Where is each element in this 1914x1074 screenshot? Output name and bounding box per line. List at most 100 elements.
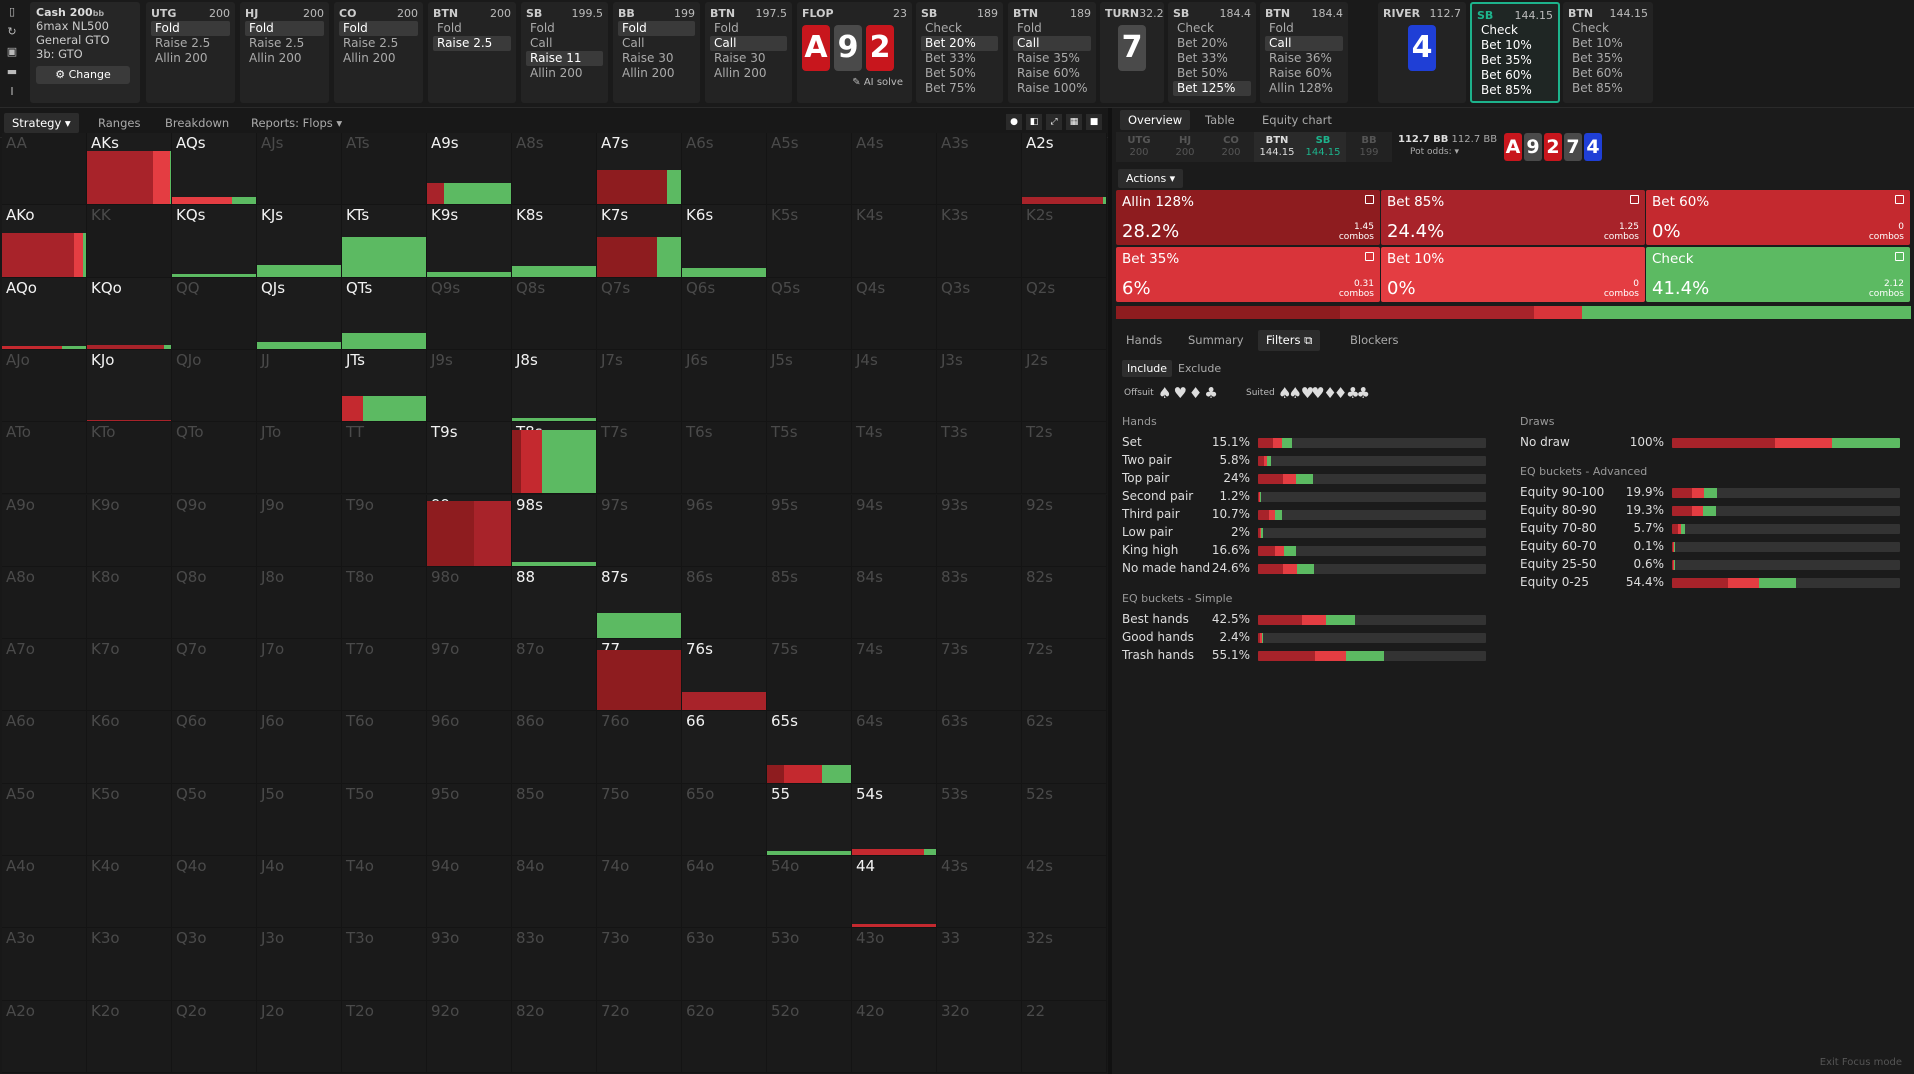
hand-cell[interactable]: 62o	[682, 1000, 767, 1073]
action-option[interactable]: Bet 20%	[921, 36, 998, 51]
hand-cell[interactable]: A4o	[2, 856, 87, 929]
action-column-btn[interactable]: BTN 200 Fold Raise 2.5	[428, 2, 516, 103]
action-option[interactable]: Bet 50%	[925, 66, 976, 80]
action-box[interactable]: Bet 85% 24.4% 1.25 combos	[1381, 190, 1645, 245]
copy-icon[interactable]	[1630, 195, 1639, 204]
action-column-utg[interactable]: UTG 200 Fold Raise 2.5 Allin 200	[146, 2, 235, 103]
hand-cell[interactable]: T5o	[342, 783, 427, 856]
action-option[interactable]: Raise 2.5	[343, 36, 399, 50]
hand-cell[interactable]: J8o	[257, 566, 342, 640]
action-option[interactable]: Check	[925, 21, 962, 35]
action-option[interactable]: Bet 10%	[1481, 38, 1532, 52]
hand-cell[interactable]: K9o	[87, 494, 172, 567]
exit-focus-mode[interactable]: Exit Focus mode	[1819, 1057, 1902, 1068]
spade-pair-icon[interactable]: ♠♠	[1278, 384, 1302, 402]
hand-cell[interactable]: T7o	[342, 639, 427, 712]
hand-cell[interactable]: 87s	[597, 566, 682, 640]
hand-cell[interactable]: 82s	[1022, 566, 1107, 640]
hand-cell[interactable]: Q6o	[172, 711, 257, 784]
hand-cell[interactable]: J8s	[512, 349, 597, 423]
hand-cell[interactable]: QTo	[172, 422, 257, 495]
stat-row[interactable]: Equity 70-80 5.7%	[1520, 520, 1900, 536]
action-option[interactable]: Fold	[1269, 21, 1294, 35]
hand-cell[interactable]: Q7o	[172, 639, 257, 712]
stat-row[interactable]: No draw 100%	[1520, 434, 1900, 450]
street-river[interactable]: RIVER 112.7 4	[1378, 2, 1466, 103]
hand-cell[interactable]: 76o	[597, 711, 682, 784]
tab-hands[interactable]: Hands	[1126, 333, 1163, 347]
globe-icon[interactable]: ●	[1006, 114, 1022, 130]
hand-cell[interactable]: J2o	[257, 1000, 342, 1073]
hand-cell[interactable]: K6o	[87, 711, 172, 784]
action-box[interactable]: Bet 60% 0% 0 combos	[1646, 190, 1910, 245]
hand-cell[interactable]: K5s	[767, 205, 852, 278]
action-option[interactable]: Fold	[151, 21, 230, 36]
hand-cell[interactable]: 52s	[1022, 783, 1107, 856]
hand-cell[interactable]: ATs	[342, 133, 427, 206]
position-chip-sb[interactable]: SB 144.15	[1300, 132, 1346, 162]
diamond-icon[interactable]: ♦	[1188, 384, 1205, 402]
hand-cell[interactable]: A8s	[512, 133, 597, 206]
ai-solve-button[interactable]: ✎ AI solve	[802, 77, 903, 88]
hand-cell[interactable]: K2s	[1022, 205, 1107, 278]
hand-cell[interactable]: K4s	[852, 205, 937, 278]
hand-cell[interactable]: A4s	[852, 133, 937, 206]
action-option[interactable]: Bet 35%	[1481, 53, 1532, 67]
stat-row[interactable]: Equity 25-50 0.6%	[1520, 556, 1900, 572]
hand-cell[interactable]: T8o	[342, 566, 427, 640]
hand-cell[interactable]: KK	[87, 205, 172, 278]
hand-cell[interactable]: A2s	[1022, 133, 1107, 206]
stat-row[interactable]: Good hands 2.4%	[1122, 629, 1486, 645]
action-column-sb[interactable]: SB 184.4 Check Bet 20% Bet 33% Bet 50% Bet 125…	[1168, 2, 1256, 103]
hand-cell[interactable]: 87o	[512, 639, 597, 712]
action-option[interactable]: Bet 33%	[1177, 51, 1228, 65]
action-option[interactable]: Raise 2.5	[249, 36, 305, 50]
hand-cell[interactable]: K9s	[427, 205, 512, 278]
action-option[interactable]: Raise 2.5	[433, 36, 511, 51]
hand-cell[interactable]: Q3s	[937, 277, 1022, 350]
hand-cell[interactable]: 96o	[427, 711, 512, 784]
action-option[interactable]: Bet 60%	[1481, 68, 1532, 82]
hand-cell[interactable]: 98o	[427, 566, 512, 640]
position-chip-bb[interactable]: BB 199	[1346, 132, 1392, 162]
hand-cell[interactable]: 93o	[427, 928, 512, 1001]
save-icon[interactable]: ▣	[6, 45, 18, 58]
hand-cell[interactable]: 85s	[767, 566, 852, 640]
hand-cell[interactable]: 73o	[597, 928, 682, 1001]
expand-icon[interactable]: ⤢	[1046, 114, 1062, 130]
action-option[interactable]: Allin 200	[530, 66, 583, 80]
hand-cell[interactable]: AJo	[2, 349, 87, 423]
hand-cell[interactable]: 42s	[1022, 856, 1107, 929]
action-column-btn[interactable]: BTN 184.4 Fold Call Raise 36% Raise 60% Allin …	[1260, 2, 1348, 103]
hand-cell[interactable]: 92s	[1022, 494, 1107, 567]
hand-cell[interactable]: A8o	[2, 566, 87, 640]
file-icon[interactable]: ▯	[8, 5, 16, 18]
action-option[interactable]: Bet 85%	[1481, 83, 1532, 97]
action-column-btn[interactable]: BTN 189 Fold Call Raise 35% Raise 60% Raise 10…	[1008, 2, 1096, 103]
hand-cell[interactable]: 96s	[682, 494, 767, 567]
hand-cell[interactable]: 43s	[937, 856, 1022, 929]
hand-cell[interactable]: QJo	[172, 349, 257, 423]
hand-cell[interactable]: 86o	[512, 711, 597, 784]
tab-reports-flops[interactable]: Reports: Flops ▾	[251, 116, 343, 130]
action-option[interactable]: Bet 20%	[1177, 36, 1228, 50]
hand-cell[interactable]: J3o	[257, 928, 342, 1001]
hand-cell[interactable]: 43o	[852, 928, 937, 1001]
stat-row[interactable]: Second pair 1.2%	[1122, 488, 1486, 504]
copy-icon[interactable]	[1365, 252, 1374, 261]
hand-cell[interactable]: K8s	[512, 205, 597, 278]
action-option[interactable]: Raise 60%	[1017, 66, 1080, 80]
action-option[interactable]: Bet 125%	[1173, 81, 1251, 96]
text-cursor-icon[interactable]: I	[10, 85, 14, 98]
hand-cell[interactable]: QTs	[342, 277, 427, 350]
hand-cell[interactable]: 54o	[767, 856, 852, 929]
hand-cell[interactable]: 33	[937, 928, 1022, 1001]
hand-cell[interactable]: 64s	[852, 711, 937, 784]
action-option[interactable]: Raise 100%	[1017, 81, 1088, 95]
action-column-sb[interactable]: SB 144.15 Check Bet 10% Bet 35% Bet 60% Bet 85…	[1470, 2, 1560, 103]
hand-cell[interactable]: KJs	[257, 205, 342, 278]
action-column-btn[interactable]: BTN 197.5 Fold Call Raise 30 Allin 200	[705, 2, 792, 103]
hand-cell[interactable]: J6o	[257, 711, 342, 784]
hand-cell[interactable]: Q6s	[682, 277, 767, 350]
hand-cell[interactable]: A3s	[937, 133, 1022, 206]
